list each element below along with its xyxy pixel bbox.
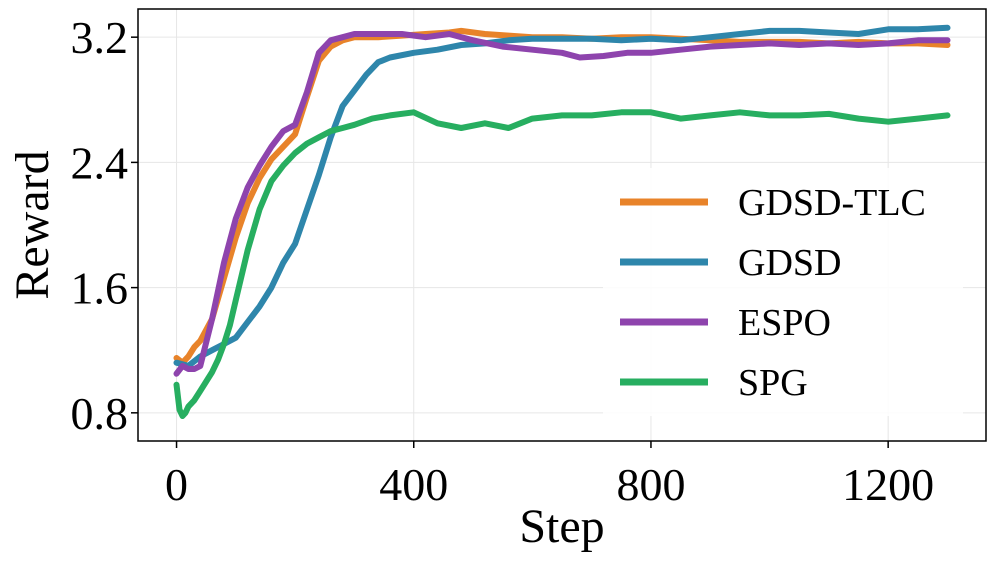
legend: GDSD-TLC GDSD ESPO SPG: [603, 168, 963, 416]
legend-label: SPG: [738, 362, 808, 404]
y-tick-label: 2.4: [71, 137, 129, 188]
plot-area-frame: [137, 8, 987, 442]
legend-label: GDSD-TLC: [738, 182, 926, 224]
x-tick-label: 800: [616, 459, 685, 510]
x-tick-label: 400: [379, 459, 448, 510]
legend-label: ESPO: [738, 302, 831, 344]
x-tick-label: 0: [165, 459, 188, 510]
grid: [138, 9, 986, 441]
y-axis-ticks: 0.8 1.6 2.4 3.2: [71, 12, 138, 439]
series-line-espo: [173, 31, 951, 377]
y-axis-label: Reward: [6, 150, 59, 299]
x-axis-label: Step: [519, 500, 604, 553]
series-lines: [173, 24, 951, 419]
series-line-spg: [173, 109, 951, 419]
y-tick-label: 1.6: [71, 263, 129, 314]
x-axis-ticks: 0 400 800 1200: [165, 441, 934, 510]
x-tick-label: 1200: [842, 459, 934, 510]
y-tick-label: 0.8: [71, 388, 129, 439]
legend-label: GDSD: [738, 242, 841, 284]
y-tick-label: 3.2: [71, 12, 129, 63]
series-line-gdsd: [173, 24, 951, 369]
legend-box: [603, 168, 963, 416]
